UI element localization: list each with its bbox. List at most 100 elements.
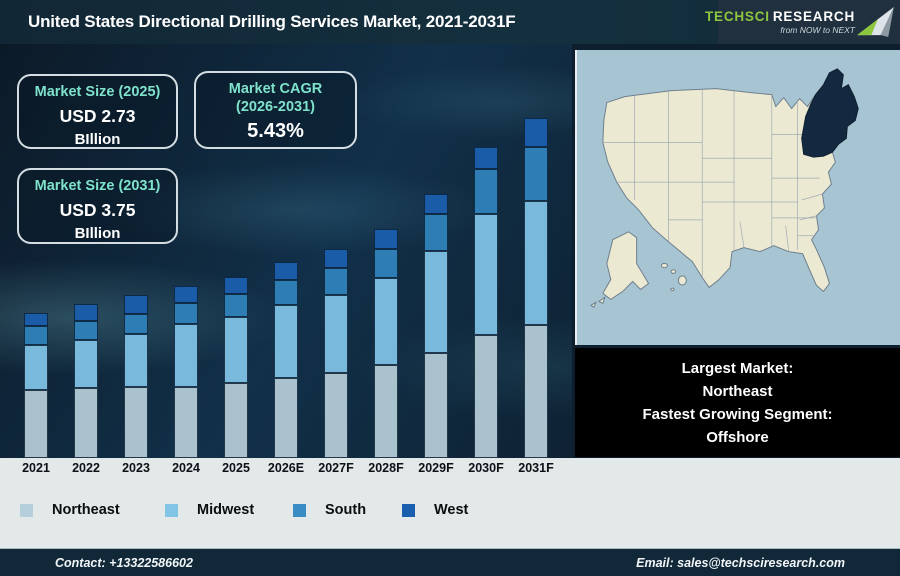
market-cagr-label-line1: Market CAGR — [228, 81, 323, 97]
aleutian-islands — [589, 296, 606, 309]
bar-segment-midwest — [224, 317, 248, 383]
x-axis-label-2025: 2025 — [222, 461, 250, 475]
logo-brand-research: Research — [772, 9, 855, 24]
us-map-graphic — [589, 68, 859, 309]
bar-segment-west — [24, 313, 48, 326]
axis-and-legend-area: 2021 2022 2023 2024 2025 2026E 2027F 2028F 2029F… — [0, 458, 900, 548]
logo-arrow-icon — [857, 6, 894, 38]
page-title: United States Directional Drilling Servi… — [28, 12, 516, 31]
bar-segment-northeast — [324, 373, 348, 458]
bar-2022 — [74, 304, 98, 458]
bar-2030F — [474, 147, 498, 458]
bar-segment-northeast — [74, 388, 98, 458]
footer-contact: Contact: +13322586602 — [55, 555, 193, 570]
bar-segment-west — [524, 118, 548, 147]
logo-brand-techsci: TechSci — [704, 9, 770, 24]
bar-segment-northeast — [224, 383, 248, 458]
bar-segment-south — [124, 314, 148, 334]
market-size-2031-unit: BIllion — [74, 225, 121, 242]
bar-segment-northeast — [524, 325, 548, 458]
bar-segment-west — [324, 249, 348, 268]
legend-item-northeast: Northeast — [20, 502, 120, 518]
bar-segment-south — [374, 249, 398, 278]
bar-segment-west — [424, 194, 448, 214]
legend-swatch-south — [293, 503, 306, 517]
bar-segment-south — [324, 268, 348, 295]
market-size-2031-value: USD 3.75 — [59, 200, 136, 220]
bar-2031F — [524, 118, 548, 458]
bar-2029F — [424, 194, 448, 458]
market-size-2025-box: Market Size (2025) USD 2.73 BIllion — [17, 74, 178, 149]
footer: Contact: +13322586602 Email: sales@techs… — [0, 548, 900, 576]
legend-item-west: West — [402, 502, 468, 518]
bar-segment-west — [174, 286, 198, 303]
bar-segment-midwest — [124, 334, 148, 387]
legend-item-south: South — [293, 502, 366, 518]
bar-segment-midwest — [174, 324, 198, 387]
bar-segment-south — [224, 294, 248, 317]
x-axis-label-2021: 2021 — [22, 461, 50, 475]
x-axis-label-2023: 2023 — [122, 461, 150, 475]
bar-segment-west — [74, 304, 98, 321]
techsci-logo: TechSci Research from NOW to NEXT — [705, 0, 900, 44]
market-size-2031-label: Market Size (2031) — [34, 178, 161, 194]
legend-swatch-west — [402, 503, 415, 517]
legend-item-midwest: Midwest — [165, 502, 254, 518]
x-axis-label-2029F: 2029F — [418, 461, 454, 475]
bar-segment-west — [374, 229, 398, 249]
bar-segment-south — [24, 326, 48, 345]
northeast-region-highlight — [801, 68, 859, 158]
footer-email: Email: sales@techsciresearch.com — [636, 555, 845, 570]
market-size-2025-value: USD 2.73 — [59, 106, 136, 126]
map-column: Largest Market: Northeast Fastest Growin… — [573, 44, 900, 458]
largest-market-box: Largest Market: Northeast Fastest Growin… — [575, 348, 900, 457]
bar-2025 — [224, 277, 248, 458]
legend-swatch-midwest — [165, 503, 178, 517]
bar-segment-midwest — [474, 214, 498, 335]
bar-segment-west — [274, 262, 298, 280]
market-size-2025-unit: BIllion — [74, 131, 121, 148]
market-cagr-label-line2: (2026-2031) — [236, 99, 315, 115]
header: United States Directional Drilling Servi… — [0, 0, 900, 44]
bar-2028F — [374, 229, 398, 458]
bar-segment-northeast — [24, 390, 48, 458]
state-borders — [602, 88, 823, 286]
bar-segment-northeast — [124, 387, 148, 458]
bar-segment-west — [224, 277, 248, 294]
x-axis-label-2031F: 2031F — [518, 461, 554, 475]
hawaii — [660, 262, 687, 292]
bar-2026E — [274, 262, 298, 458]
caption-largest-market-value: Northeast — [702, 383, 773, 400]
bar-segment-west — [124, 295, 148, 314]
bar-segment-midwest — [274, 305, 298, 378]
x-axis-label-2027F: 2027F — [318, 461, 354, 475]
legend-label-south: South — [325, 502, 367, 518]
bar-segment-northeast — [424, 353, 448, 458]
logo-text: TechSci Research from NOW to NEXT — [705, 9, 855, 35]
caption-largest-market-label: Largest Market: — [681, 360, 794, 377]
us-map — [575, 50, 900, 345]
bars-layer — [0, 44, 572, 458]
bar-segment-northeast — [174, 387, 198, 458]
legend-label-midwest: Midwest — [197, 502, 255, 518]
market-cagr-box: Market CAGR (2026-2031) 5.43% — [194, 71, 357, 149]
bar-segment-south — [474, 169, 498, 214]
bar-segment-south — [424, 214, 448, 251]
market-size-2025-label: Market Size (2025) — [34, 84, 161, 100]
bar-segment-south — [524, 147, 548, 201]
bar-segment-south — [74, 321, 98, 340]
main-content: Market Size (2025) USD 2.73 BIllion Mark… — [0, 44, 900, 458]
x-axis-label-2024: 2024 — [172, 461, 200, 475]
bar-segment-midwest — [524, 201, 548, 325]
x-axis-labels: 2021 2022 2023 2024 2025 2026E 2027F 2028F 2029F… — [0, 461, 900, 479]
bar-2023 — [124, 295, 148, 458]
bar-segment-south — [274, 280, 298, 305]
x-axis-label-2022: 2022 — [72, 461, 100, 475]
bar-segment-south — [174, 303, 198, 324]
legend: Northeast Midwest South West — [0, 502, 900, 524]
alaska — [602, 231, 650, 300]
legend-label-northeast: Northeast — [52, 502, 120, 518]
caption-fastest-segment-label: Fastest Growing Segment: — [642, 406, 833, 423]
market-size-2031-box: Market Size (2031) USD 3.75 BIllion — [17, 168, 178, 244]
